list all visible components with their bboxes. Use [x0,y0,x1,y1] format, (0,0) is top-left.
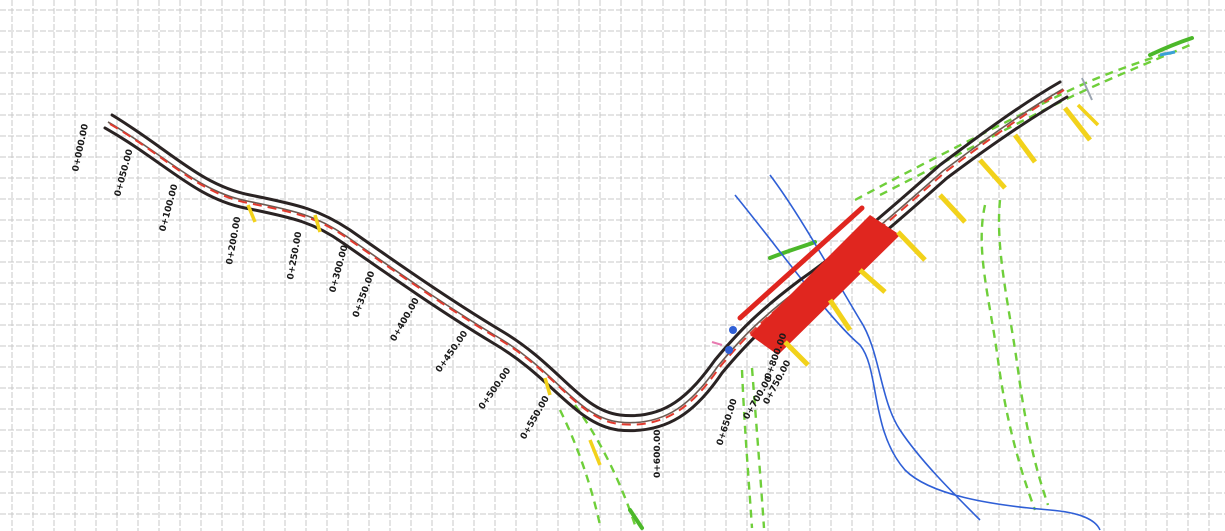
station-label: 0+350.00 [351,270,377,319]
bridge [737,205,900,355]
station-label: 0+300.00 [328,244,350,293]
green-stub-left-of-bridge [768,240,817,260]
green-line-bottom-4 [750,367,766,529]
grey-tick-top-right [1081,77,1093,101]
station-label: 0+650.00 [715,398,740,447]
river-lines [734,174,1101,531]
marker-1 [246,204,257,223]
marker-5 [783,340,810,367]
bridge-start-symbols [711,50,1176,354]
road-edge-top [110,80,1062,418]
green-stub-top-right [1148,36,1194,57]
marker-12 [1063,106,1092,142]
green-line-bottom-1 [558,409,602,526]
marker-8 [896,230,927,262]
road-edge-bottom [103,95,1069,433]
green-line-right-down-1 [980,204,1037,511]
bridge-deck [750,215,900,355]
pink-tick [711,341,723,346]
station-label: 0+250.00 [286,231,304,281]
marker-6 [827,298,853,332]
green-line-bottom-3 [740,369,754,529]
green-line-top-right-1 [854,50,1171,202]
bridge-railing [737,205,865,321]
green-ground-lines [558,36,1194,530]
station-label: 0+000.00 [71,123,91,173]
green-line-top-right-2 [879,43,1191,197]
blue-stub-top-right [1159,50,1176,57]
marker-10 [978,158,1007,190]
river-line-2 [769,174,981,521]
station-label: 0+550.00 [519,394,552,441]
marker-3 [543,377,552,396]
road-centerline [109,89,1065,426]
marker-7 [858,268,887,294]
road-lane-edge [107,88,1064,424]
blue-node-2 [725,346,733,354]
marker-2 [313,214,322,233]
station-label: 0+600.00 [653,429,663,478]
green-stub-bottom [628,508,644,530]
station-label: 0+450.00 [434,329,470,375]
marker-9 [938,193,967,224]
station-label: 0+100.00 [158,183,180,232]
marker-11 [1012,133,1038,164]
road [103,80,1069,433]
blue-node-1 [729,326,737,334]
marker-4 [588,439,602,466]
marker-13 [1076,103,1100,127]
green-line-right-down-2 [997,199,1050,506]
cross-section-markers [246,103,1100,466]
